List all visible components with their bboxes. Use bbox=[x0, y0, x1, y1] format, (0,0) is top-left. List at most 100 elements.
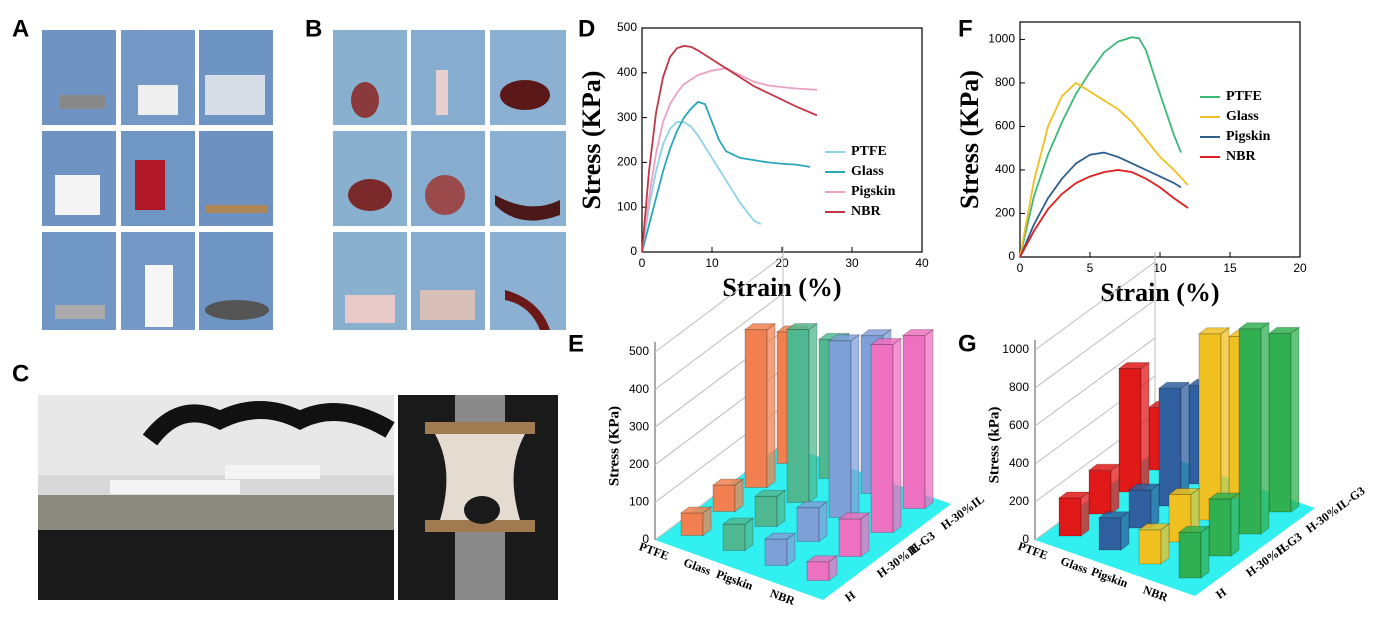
x-tick-label: 0 bbox=[639, 256, 646, 270]
legend-label: Pigskin bbox=[851, 184, 896, 199]
bar-front bbox=[745, 330, 767, 488]
legend-label: NBR bbox=[851, 204, 881, 219]
bar-side bbox=[893, 339, 901, 533]
bar-front bbox=[755, 496, 777, 526]
bar bbox=[839, 513, 869, 557]
z-tick-label: 800 bbox=[1009, 380, 1029, 394]
bar-side bbox=[925, 330, 933, 509]
x-tick-label: 5 bbox=[1087, 261, 1094, 275]
bar bbox=[1089, 464, 1119, 514]
bar-front bbox=[829, 341, 851, 518]
bar bbox=[903, 330, 933, 509]
photo-c bbox=[38, 395, 558, 600]
bar bbox=[1179, 526, 1209, 578]
x-tick-label: 15 bbox=[1223, 261, 1237, 275]
bar-side bbox=[1181, 382, 1189, 506]
z-tick-label: 100 bbox=[629, 495, 649, 509]
bar-front bbox=[787, 330, 809, 503]
bar-front bbox=[1269, 333, 1291, 512]
bar-front bbox=[1099, 518, 1121, 550]
x-tick-label: 20 bbox=[1293, 261, 1307, 275]
bar-side bbox=[1231, 493, 1239, 556]
z-axis-title: Stress (KPa) bbox=[606, 406, 622, 486]
x-tick-label: 20 bbox=[775, 256, 789, 270]
bar bbox=[1199, 328, 1229, 520]
legend-label: Glass bbox=[1226, 109, 1259, 124]
bar-front bbox=[765, 539, 787, 565]
bar bbox=[797, 502, 827, 542]
column-label: H bbox=[842, 587, 858, 604]
bar-side bbox=[861, 513, 869, 557]
bar-side bbox=[1291, 327, 1299, 512]
x-tick-label: 0 bbox=[1017, 261, 1024, 275]
y-tick-label: 0 bbox=[1008, 249, 1015, 263]
y-tick-label: 1000 bbox=[988, 32, 1015, 46]
bar bbox=[1209, 493, 1239, 556]
bar-front bbox=[1199, 334, 1221, 520]
bar-front bbox=[1179, 532, 1201, 578]
figure: ABCDEFG0102030400100200300400500Strain (… bbox=[0, 0, 1378, 626]
panel-label: F bbox=[958, 15, 973, 42]
legend-label: NBR bbox=[1226, 149, 1256, 164]
panel-label: B bbox=[305, 15, 322, 42]
page: ABCDEFG0102030400100200300400500Strain (… bbox=[0, 0, 1378, 626]
line-series bbox=[642, 122, 761, 252]
row-label: NBR bbox=[768, 586, 797, 608]
legend-label: PTFE bbox=[851, 144, 887, 159]
bar-side bbox=[1201, 526, 1209, 578]
bar-front bbox=[1089, 470, 1111, 514]
line-series bbox=[1020, 83, 1188, 257]
y-tick-label: 100 bbox=[617, 199, 637, 213]
z-axis-title: Stress (kPa) bbox=[986, 407, 1002, 484]
bar bbox=[1269, 327, 1299, 512]
z-tick-label: 300 bbox=[629, 419, 649, 433]
z-tick-label: 400 bbox=[1009, 456, 1029, 470]
bar bbox=[871, 339, 901, 533]
z-tick-label: 200 bbox=[1009, 494, 1029, 508]
y-tick-label: 200 bbox=[995, 206, 1015, 220]
panel-label: G bbox=[958, 330, 977, 357]
line-series bbox=[642, 46, 817, 252]
y-tick-label: 300 bbox=[617, 110, 637, 124]
bar-front bbox=[807, 562, 829, 581]
bar-front bbox=[1129, 490, 1151, 528]
legend-label: Pigskin bbox=[1226, 129, 1271, 144]
y-tick-label: 0 bbox=[630, 244, 637, 258]
bar-side bbox=[1111, 464, 1119, 514]
panel-label: A bbox=[12, 15, 29, 42]
row-label: NBR bbox=[1141, 583, 1170, 605]
line-series bbox=[1020, 37, 1181, 257]
bar bbox=[1119, 363, 1149, 493]
line-series bbox=[642, 68, 817, 252]
bar-front bbox=[903, 336, 925, 509]
bar-front bbox=[1059, 498, 1081, 536]
z-tick-label: 600 bbox=[1009, 418, 1029, 432]
bar bbox=[765, 533, 795, 565]
bar-front bbox=[797, 508, 819, 542]
y-tick-label: 600 bbox=[995, 119, 1015, 133]
bar-side bbox=[1151, 484, 1159, 528]
y-tick-label: 500 bbox=[617, 20, 637, 34]
z-tick-label: 500 bbox=[629, 344, 649, 358]
bar-side bbox=[819, 502, 827, 542]
x-tick-label: 30 bbox=[845, 256, 859, 270]
panel-label: D bbox=[578, 15, 595, 42]
bar-side bbox=[1121, 512, 1129, 550]
x-tick-label: 10 bbox=[705, 256, 719, 270]
bar-side bbox=[1261, 323, 1269, 534]
bar-front bbox=[681, 513, 703, 536]
bar-front bbox=[713, 485, 735, 511]
bar-side bbox=[851, 335, 859, 518]
bar-front bbox=[1119, 369, 1141, 493]
bar-side bbox=[1081, 492, 1089, 536]
bar bbox=[807, 556, 837, 581]
bar bbox=[681, 507, 711, 536]
y-axis-title: Stress (KPa) bbox=[577, 71, 606, 210]
y-tick-label: 200 bbox=[617, 155, 637, 169]
x-axis-title: Strain (%) bbox=[1100, 278, 1219, 307]
bar-front bbox=[871, 345, 893, 533]
line-series bbox=[642, 102, 810, 252]
z-tick-label: 200 bbox=[629, 457, 649, 471]
bar bbox=[1129, 484, 1159, 528]
bar bbox=[1159, 382, 1189, 506]
